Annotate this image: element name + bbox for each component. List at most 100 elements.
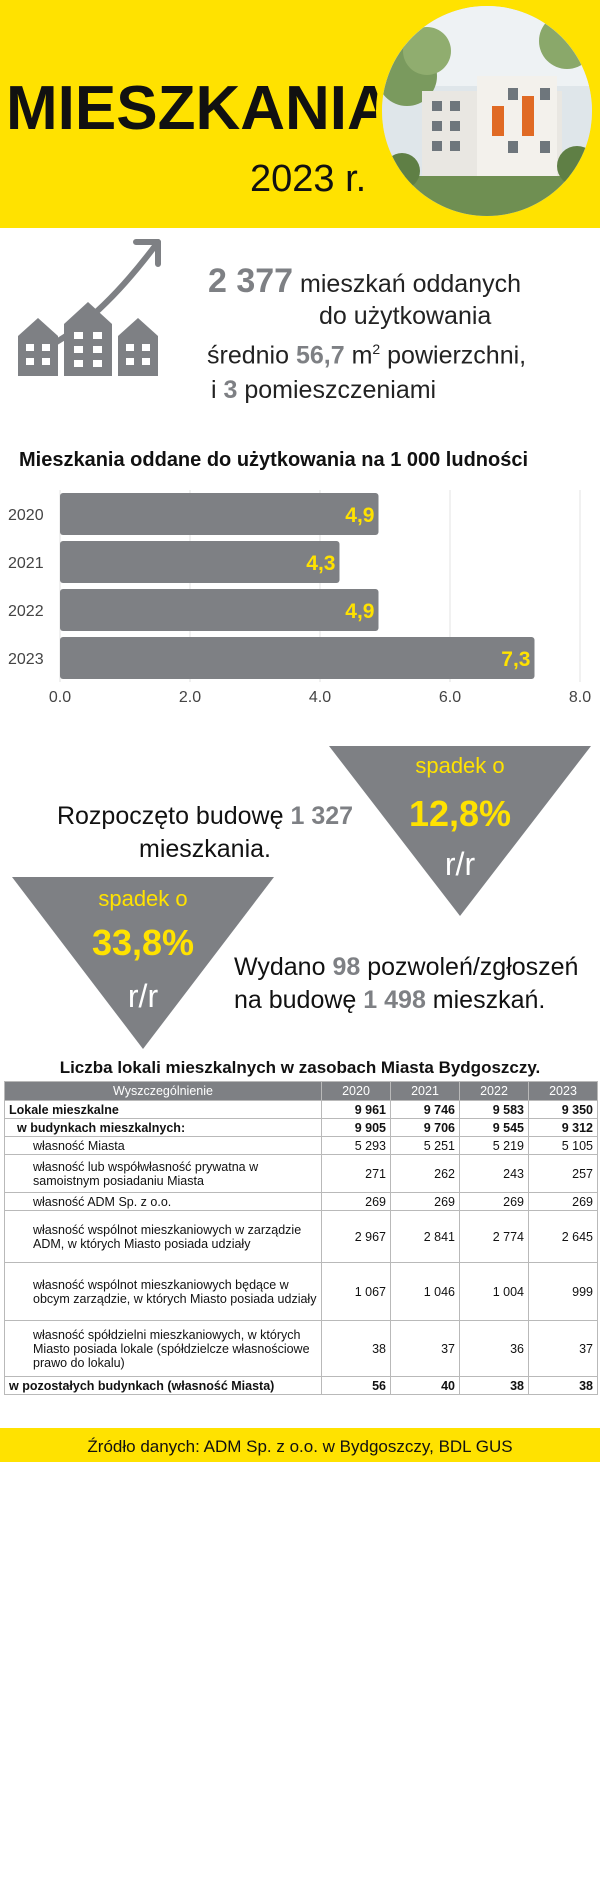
cell-value: 36 [459, 1320, 529, 1377]
cell-value: 1 046 [390, 1262, 460, 1321]
row-label: w budynkach mieszkalnych: [4, 1118, 322, 1137]
cell-value: 269 [321, 1192, 391, 1211]
cell-value: 269 [459, 1192, 529, 1211]
bar-2020 [60, 493, 379, 535]
bar-2023 [60, 637, 535, 679]
average-area-value: 56,7 [295, 341, 345, 370]
header-cell: Wyszczególnienie [4, 1081, 322, 1101]
row-label: Lokale mieszkalne [4, 1100, 322, 1119]
chart-title: Mieszkania oddane do użytkowania na 1 00… [19, 449, 529, 471]
permits-text-b: pozwoleń/zgłoszeń [367, 953, 579, 981]
cell-value: 9 312 [528, 1118, 598, 1137]
category-label: 2020 [8, 507, 44, 524]
rooms-prefix: i [211, 376, 217, 404]
cell-value: 2 841 [390, 1210, 460, 1263]
row-label: własność wspólnot mieszkaniowych będące … [4, 1262, 322, 1321]
x-tick-label: 2.0 [179, 689, 201, 706]
cell-value: 5 105 [528, 1136, 598, 1155]
construction-text-b: mieszkania. [139, 834, 271, 863]
source-bar [0, 1428, 600, 1462]
cell-value: 9 905 [321, 1118, 391, 1137]
page-title: MIESZKANIA [6, 74, 392, 143]
construction-change-unit: r/r [444, 846, 476, 882]
category-label: 2021 [8, 555, 44, 572]
table-row: własność spółdzielni mieszkaniowych, w k… [4, 1320, 598, 1377]
permits-text-a: Wydano [234, 953, 326, 981]
cell-value: 9 746 [390, 1100, 460, 1119]
stat-line-area: średnio 56,7 m2 powierzchni, [207, 342, 526, 368]
cell-value: 1 004 [459, 1262, 529, 1321]
table-row: Lokale mieszkalne 9 961 9 746 9 583 9 35… [4, 1100, 598, 1119]
permits-change-label: spadek o [98, 886, 188, 911]
table-row: własność Miasta 5 293 5 251 5 219 5 105 [4, 1136, 598, 1155]
construction-value: 1 327 [290, 802, 354, 830]
cell-value: 37 [528, 1320, 598, 1377]
permits-value: 98 [332, 953, 361, 981]
x-tick-label: 6.0 [439, 689, 461, 706]
area-suffix: powierzchni, [387, 341, 527, 370]
permits-flats-value: 1 498 [363, 985, 426, 1014]
cell-value: 9 706 [390, 1118, 460, 1137]
construction-change-label: spadek o [415, 753, 505, 778]
table-header-row: Wyszczególnienie 2020 2021 2022 2023 [4, 1081, 598, 1101]
cell-value: 9 350 [528, 1100, 598, 1119]
rooms-value: 3 [223, 376, 238, 404]
table-title: Liczba lokali mieszkalnych w zasobach Mi… [59, 1058, 541, 1077]
cell-value: 269 [390, 1192, 460, 1211]
cell-value: 38 [321, 1320, 391, 1377]
building-illustration [382, 6, 592, 216]
houses-growth-icon [18, 239, 161, 376]
bar-2022 [60, 589, 379, 631]
permits-decrease-triangle [12, 877, 274, 1049]
cell-value: 2 774 [459, 1210, 529, 1263]
cell-value: 262 [390, 1154, 460, 1193]
cell-value: 40 [390, 1376, 460, 1395]
cell-value: 56 [321, 1376, 391, 1395]
dwellings-text: mieszkań oddanych [300, 270, 522, 298]
area-unit-superscript: 2 [372, 341, 381, 357]
permits-text-d: mieszkań. [432, 985, 546, 1014]
construction-text-a: Rozpoczęto budowę [56, 802, 284, 830]
area-unit: m [351, 341, 373, 370]
table-row: własność wspólnot mieszkaniowych w zarzą… [4, 1210, 598, 1263]
cell-value: 9 583 [459, 1100, 529, 1119]
row-label: własność wspólnot mieszkaniowych w zarzą… [4, 1210, 322, 1263]
row-label: własność lub współwłasność prywatna w sa… [4, 1154, 322, 1193]
cell-value: 257 [528, 1154, 598, 1193]
category-label: 2022 [8, 603, 44, 620]
header-cell: 2020 [321, 1081, 391, 1101]
area-prefix: średnio [207, 341, 289, 370]
cell-value: 269 [528, 1192, 598, 1211]
row-label: własność Miasta [4, 1136, 322, 1155]
housing-stock-table: Wyszczególnienie 2020 2021 2022 2023 Lok… [4, 1081, 598, 1395]
cell-value: 5 219 [459, 1136, 529, 1155]
table-row: własność lub współwłasność prywatna w sa… [4, 1154, 598, 1193]
cell-value: 2 967 [321, 1210, 391, 1263]
construction-change-value: 12,8% [408, 793, 512, 834]
bar-value-label: 4,9 [345, 504, 374, 527]
stat-line-use: do użytkowania [319, 302, 492, 330]
rooms-suffix: pomieszczeniami [244, 376, 437, 404]
x-tick-label: 0.0 [49, 689, 71, 706]
stat-line-rooms: i 3 pomieszczeniami [211, 378, 436, 403]
row-label: własność spółdzielni mieszkaniowych, w k… [4, 1320, 322, 1377]
source-note: Źródło danych: ADM Sp. z o.o. w Bydgoszc… [87, 1437, 513, 1456]
x-tick-label: 8.0 [569, 689, 591, 706]
row-label: w pozostałych budynkach (własność Miasta… [4, 1376, 322, 1395]
cell-value: 1 067 [321, 1262, 391, 1321]
cell-value: 38 [528, 1376, 598, 1395]
row-label: własność ADM Sp. z o.o. [4, 1192, 322, 1211]
table-row: własność ADM Sp. z o.o. 269 269 269 269 [4, 1192, 598, 1211]
year-label: 2023 r. [250, 158, 367, 200]
permits-text: Wydano 98 pozwoleń/zgłoszeń na budowę 1 … [234, 951, 600, 1016]
cell-value: 999 [528, 1262, 598, 1321]
permits-change-value: 33,8% [91, 922, 195, 963]
cell-value: 38 [459, 1376, 529, 1395]
table-row: w budynkach mieszkalnych: 9 905 9 706 9 … [4, 1118, 598, 1137]
permits-change-unit: r/r [127, 978, 159, 1014]
construction-started-text: Rozpoczęto budowę 1 327 mieszkania. [50, 800, 360, 865]
header-cell: 2021 [390, 1081, 460, 1101]
apartment-building-photo [376, 0, 598, 222]
cell-value: 2 645 [528, 1210, 598, 1263]
cell-value: 9 961 [321, 1100, 391, 1119]
